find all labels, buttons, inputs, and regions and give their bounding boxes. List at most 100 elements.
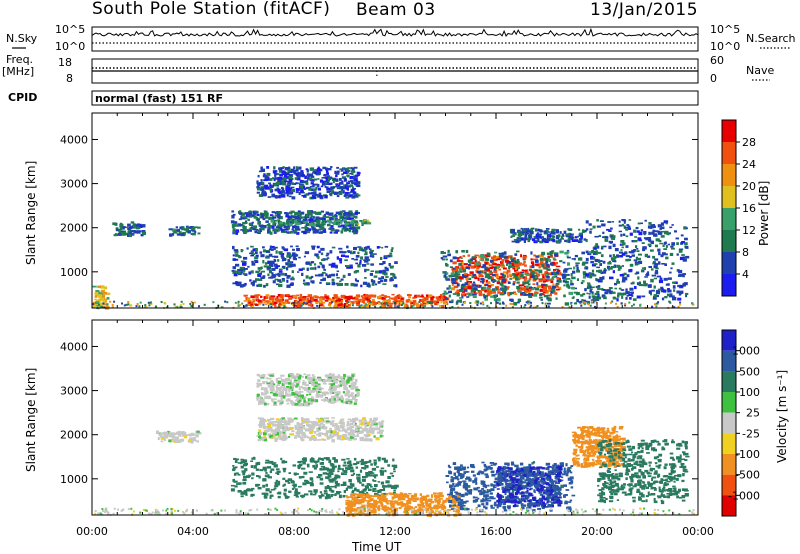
heatmap-cell bbox=[318, 250, 321, 254]
heatmap-cell bbox=[335, 174, 338, 178]
heatmap-cell bbox=[191, 230, 196, 232]
heatmap-cell bbox=[469, 271, 474, 274]
heatmap-cell bbox=[351, 219, 356, 223]
heatmap-cell bbox=[397, 300, 402, 303]
heatmap-cell bbox=[311, 421, 315, 425]
heatmap-cell bbox=[609, 276, 614, 280]
heatmap-cell bbox=[525, 231, 529, 235]
heatmap-cell bbox=[354, 278, 357, 282]
heatmap-cell bbox=[268, 253, 273, 257]
heatmap-cell bbox=[269, 470, 272, 474]
heatmap-cell bbox=[299, 174, 304, 177]
heatmap-cell bbox=[644, 219, 647, 222]
heatmap-cell bbox=[311, 296, 314, 299]
heatmap-cell bbox=[544, 302, 547, 305]
heatmap-cell bbox=[607, 221, 612, 223]
heatmap-cell bbox=[261, 190, 265, 194]
heatmap-cell bbox=[281, 256, 285, 259]
heatmap-cell bbox=[354, 224, 358, 226]
heatmap-cell bbox=[360, 284, 363, 288]
heatmap-cell bbox=[474, 301, 477, 304]
heatmap-cell bbox=[350, 167, 353, 170]
heatmap-cell bbox=[314, 169, 319, 171]
heatmap-cell bbox=[594, 260, 599, 263]
heatmap-cell bbox=[528, 287, 534, 291]
heatmap-cell bbox=[547, 268, 551, 271]
heatmap-cell bbox=[599, 276, 603, 281]
heatmap-cell bbox=[648, 238, 652, 242]
heatmap-cell bbox=[551, 261, 556, 265]
heatmap-cell bbox=[561, 273, 564, 277]
heatmap-cell bbox=[541, 238, 544, 241]
heatmap-cell bbox=[347, 250, 352, 253]
heatmap-cell bbox=[500, 272, 503, 276]
heatmap-cell bbox=[251, 457, 256, 460]
heatmap-cell bbox=[647, 237, 651, 239]
heatmap-cell bbox=[341, 304, 346, 308]
heatmap-cell bbox=[503, 291, 507, 294]
heatmap-cell bbox=[483, 286, 486, 290]
heatmap-cell bbox=[608, 267, 613, 270]
heatmap-cell bbox=[289, 187, 293, 191]
heatmap-cell bbox=[350, 474, 354, 477]
heatmap-cell bbox=[327, 177, 331, 181]
heatmap-cell bbox=[526, 288, 531, 292]
heatmap-cell bbox=[486, 270, 491, 273]
heatmap-cell bbox=[314, 296, 319, 299]
heatmap-cell bbox=[267, 433, 271, 437]
heatmap-cell bbox=[346, 245, 349, 249]
heatmap-cell bbox=[278, 169, 283, 173]
heatmap-cell bbox=[191, 226, 195, 230]
heatmap-cell bbox=[448, 300, 454, 304]
heatmap-cell bbox=[341, 426, 345, 430]
heatmap-cell bbox=[349, 302, 352, 305]
heatmap-cell bbox=[585, 239, 588, 243]
heatmap-cell bbox=[321, 438, 325, 441]
heatmap-cell bbox=[277, 399, 282, 403]
heatmap-cell bbox=[285, 379, 288, 382]
heatmap-cell bbox=[370, 463, 373, 466]
heatmap-cell bbox=[487, 276, 492, 280]
heatmap-cell bbox=[543, 262, 547, 265]
heatmap-cell bbox=[328, 187, 333, 190]
heatmap-cell bbox=[361, 478, 366, 482]
heatmap-cell bbox=[493, 255, 496, 258]
heatmap-cell bbox=[429, 301, 432, 304]
heatmap-cell bbox=[268, 296, 273, 299]
heatmap-cell bbox=[280, 419, 284, 423]
heatmap-cell bbox=[281, 186, 284, 189]
heatmap-cell bbox=[287, 187, 290, 190]
heatmap-cell bbox=[274, 481, 278, 485]
heatmap-cell bbox=[628, 219, 632, 221]
heatmap-cell bbox=[301, 183, 305, 187]
heatmap-cell bbox=[470, 292, 475, 296]
heatmap-cell bbox=[275, 182, 281, 185]
heatmap-cell bbox=[271, 423, 276, 427]
heatmap-cell bbox=[363, 301, 366, 305]
heatmap-cell bbox=[470, 289, 474, 292]
heatmap-cell bbox=[257, 436, 262, 439]
heatmap-cell bbox=[291, 388, 294, 392]
heatmap-cell bbox=[106, 292, 111, 295]
heatmap-cell bbox=[548, 259, 552, 262]
heatmap-cell bbox=[680, 290, 684, 294]
heatmap-cell bbox=[486, 252, 490, 256]
heatmap-cell bbox=[309, 262, 312, 266]
heatmap-cell bbox=[478, 270, 483, 274]
heatmap-cell bbox=[349, 176, 354, 180]
heatmap-cell bbox=[252, 248, 256, 252]
heatmap-cell bbox=[330, 397, 334, 400]
heatmap-cell bbox=[273, 231, 277, 234]
heatmap-cell bbox=[523, 240, 526, 243]
heatmap-cell bbox=[524, 304, 527, 307]
heatmap-cell bbox=[458, 271, 463, 273]
heatmap-cell bbox=[467, 292, 472, 297]
heatmap-cell bbox=[508, 255, 513, 258]
heatmap-cell bbox=[515, 267, 517, 270]
heatmap-cell bbox=[579, 300, 583, 305]
heatmap-cell bbox=[655, 269, 658, 273]
heatmap-cell bbox=[285, 189, 289, 194]
heatmap-cell bbox=[365, 303, 367, 306]
heatmap-cell bbox=[342, 391, 346, 394]
heatmap-cell bbox=[362, 281, 368, 285]
